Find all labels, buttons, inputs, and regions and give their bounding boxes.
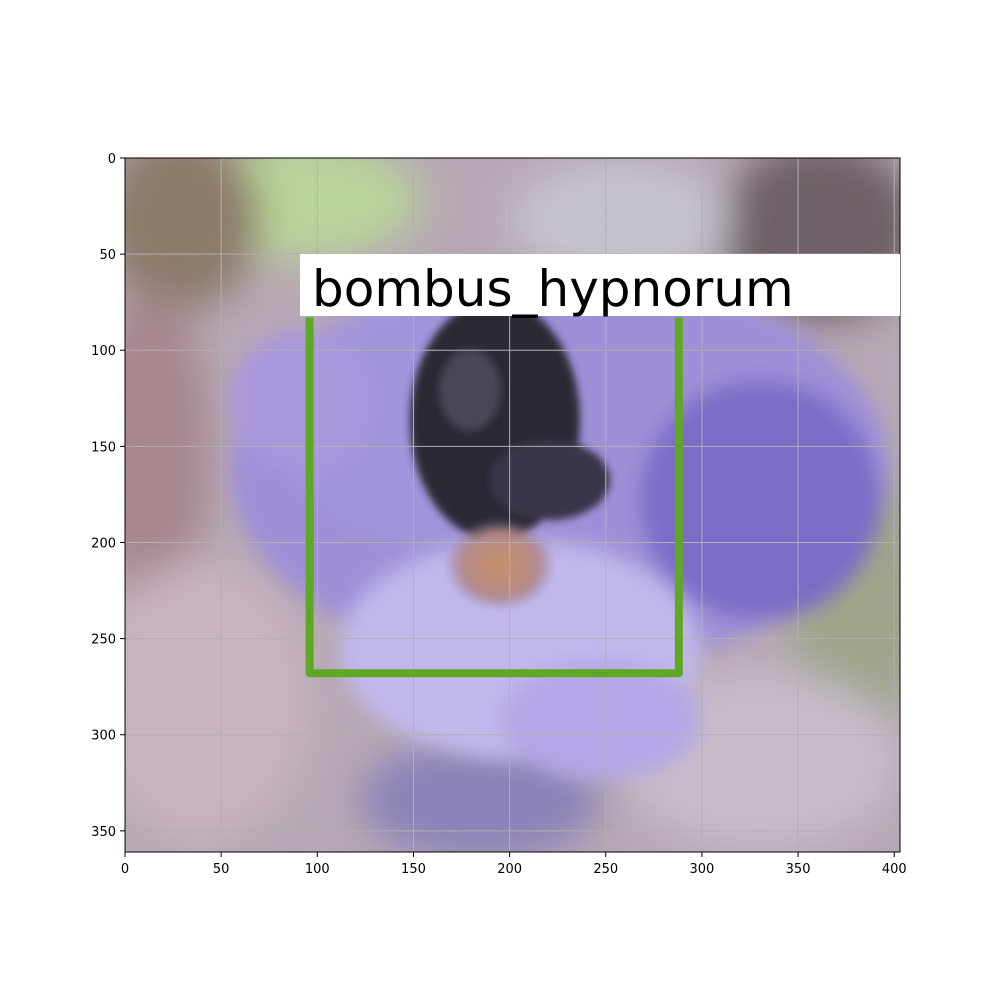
- x-axis: 0 50 100 150 200 250 300 350 400: [121, 852, 907, 877]
- y-tick-label: 50: [99, 248, 116, 263]
- detection-label-background: [300, 254, 900, 316]
- x-tick-label: 50: [213, 862, 230, 877]
- detection-box: [305, 317, 683, 678]
- x-tick-label: 350: [786, 862, 811, 877]
- y-tick-label: 100: [91, 344, 116, 359]
- x-tick-label: 400: [882, 862, 907, 877]
- axes-frame: [124, 157, 901, 853]
- x-tick-label: 150: [401, 862, 426, 877]
- y-axis: 0 50 100 150 200 250 300 350: [91, 152, 125, 840]
- x-tick-label: 200: [497, 862, 522, 877]
- x-tick-label: 300: [690, 862, 715, 877]
- y-tick-label: 150: [91, 440, 116, 455]
- y-tick-label: 0: [108, 152, 116, 167]
- x-tick-label: 0: [121, 862, 129, 877]
- y-tick-label: 200: [91, 536, 116, 551]
- x-tick-label: 250: [593, 862, 618, 877]
- x-tick-label: 100: [305, 862, 330, 877]
- detection-overlay: bombus_hypnorum: [300, 254, 900, 678]
- y-tick-label: 300: [91, 729, 116, 744]
- y-tick-label: 350: [91, 825, 116, 840]
- y-tick-label: 250: [91, 633, 116, 648]
- detection-label: bombus_hypnorum: [312, 260, 794, 318]
